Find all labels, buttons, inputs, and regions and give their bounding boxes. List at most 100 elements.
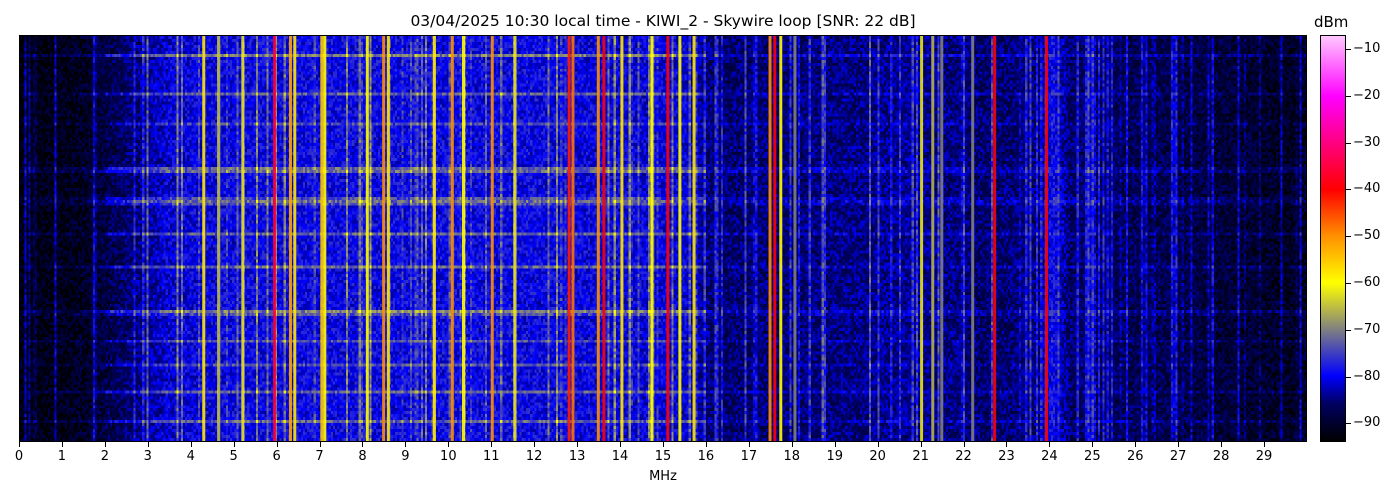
signal-lines <box>202 36 1049 441</box>
signal-line <box>567 36 571 441</box>
colorbar-tick-label: −90 <box>1353 415 1381 431</box>
colorbar-tick <box>1346 329 1351 331</box>
colorbar-label: dBm <box>1314 13 1349 31</box>
x-tick-label: 12 <box>525 449 543 464</box>
signal-line <box>513 36 517 441</box>
x-tick <box>1135 442 1137 447</box>
colorbar-tick-label: −50 <box>1353 228 1381 244</box>
x-tick-label: 4 <box>186 449 195 464</box>
colorbar-tick <box>1346 282 1351 284</box>
spectrogram-plot-area <box>19 35 1307 442</box>
signal-line <box>432 36 436 441</box>
x-tick-label: 29 <box>1255 449 1273 464</box>
colorbar-tick-label: −80 <box>1353 368 1381 384</box>
x-tick <box>448 442 450 447</box>
x-tick-label: 7 <box>315 449 324 464</box>
signal-line <box>382 36 386 441</box>
signal-line <box>602 36 606 441</box>
signal-line <box>931 36 935 441</box>
x-tick <box>1178 442 1180 447</box>
signal-line <box>571 36 575 441</box>
x-tick <box>834 442 836 447</box>
signal-line <box>386 36 390 441</box>
x-tick-label: 3 <box>143 449 152 464</box>
signal-line <box>202 36 206 441</box>
colorbar-tick-label: −70 <box>1353 321 1381 337</box>
x-tick <box>319 442 321 447</box>
signal-line <box>692 36 696 441</box>
x-tick-label: 20 <box>869 449 886 464</box>
signal-line <box>971 36 975 441</box>
signal-line <box>678 36 682 441</box>
signal-line <box>773 36 777 441</box>
x-tick <box>920 442 922 447</box>
x-tick <box>1006 442 1008 447</box>
x-tick <box>1049 442 1051 447</box>
x-tick <box>1264 442 1266 447</box>
chart-title: 03/04/2025 10:30 local time - KIWI_2 - S… <box>410 12 916 30</box>
x-tick-label: 24 <box>1041 449 1058 464</box>
colorbar-tick-label: −60 <box>1353 274 1381 290</box>
signal-line <box>768 36 772 441</box>
x-tick-label: 17 <box>740 449 758 464</box>
x-tick-label: 27 <box>1169 449 1187 464</box>
x-tick <box>748 442 750 447</box>
x-tick-label: 13 <box>568 449 586 464</box>
x-tick <box>620 442 622 447</box>
x-tick-label: 10 <box>440 449 457 464</box>
x-tick <box>362 442 364 447</box>
x-tick-label: 19 <box>826 449 843 464</box>
signal-line <box>596 36 600 441</box>
x-tick <box>534 442 536 447</box>
x-tick-label: 26 <box>1126 449 1144 464</box>
noise-floor-heatmap <box>20 36 1306 441</box>
x-tick <box>577 442 579 447</box>
x-tick <box>791 442 793 447</box>
x-tick-label: 22 <box>955 449 972 464</box>
x-tick-label: 21 <box>912 449 929 464</box>
x-tick-label: 25 <box>1084 449 1101 464</box>
x-tick-label: 9 <box>401 449 410 464</box>
colorbar-tick <box>1346 236 1351 238</box>
signal-line <box>450 36 454 441</box>
signal-line <box>462 36 466 441</box>
x-tick-label: 5 <box>229 449 238 464</box>
colorbar-tick-label: −30 <box>1353 134 1381 150</box>
x-axis-label: MHz <box>649 469 677 484</box>
x-tick <box>1221 442 1223 447</box>
x-tick-label: 16 <box>697 449 715 464</box>
colorbar-tick <box>1346 95 1351 97</box>
x-tick <box>663 442 664 447</box>
x-tick-label: 0 <box>14 449 24 464</box>
signal-line <box>323 36 327 441</box>
signal-line <box>293 36 297 441</box>
x-tick <box>405 442 407 447</box>
x-tick-label: 23 <box>998 449 1015 464</box>
colorbar-tick <box>1346 142 1351 144</box>
signal-line <box>288 36 292 441</box>
x-tick-label: 18 <box>783 449 801 464</box>
x-tick <box>147 442 149 447</box>
x-tick <box>61 442 63 447</box>
x-tick-label: 2 <box>100 449 109 464</box>
x-tick <box>491 442 493 447</box>
x-tick-label: 14 <box>611 449 629 464</box>
colorbar-tick-label: −10 <box>1353 41 1381 57</box>
colorbar-tick-label: −40 <box>1353 181 1381 197</box>
signal-line <box>1045 36 1049 441</box>
colorbar <box>1320 35 1346 442</box>
signal-line <box>620 36 624 441</box>
signal-line <box>940 36 944 441</box>
signal-line <box>666 36 670 441</box>
x-tick <box>233 442 235 447</box>
signal-line <box>273 36 277 441</box>
x-tick <box>276 442 278 447</box>
colorbar-tick <box>1346 49 1351 51</box>
signal-line <box>217 36 221 441</box>
x-tick <box>1092 442 1094 447</box>
x-tick-label: 6 <box>272 449 281 464</box>
x-tick-label: 28 <box>1212 449 1230 464</box>
x-tick-label: 8 <box>358 449 367 464</box>
signal-line <box>993 36 997 441</box>
x-tick <box>19 442 20 447</box>
